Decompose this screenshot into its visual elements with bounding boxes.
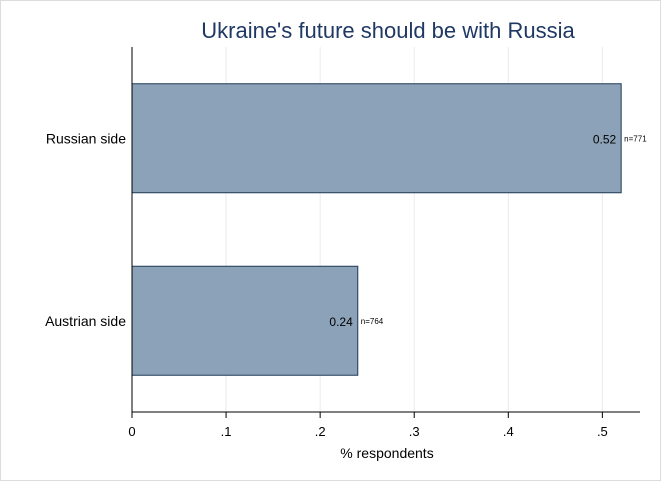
value-label-0: 0.52 xyxy=(593,132,617,146)
chart-title: Ukraine's future should be with Russia xyxy=(201,18,575,43)
x-tick-label-5: .5 xyxy=(597,424,608,439)
category-label-1: Austrian side xyxy=(45,313,126,329)
x-tick-label-1: .1 xyxy=(221,424,232,439)
axes: Russian side Austrian side 0 .1 .2 .3 .4 .5 xyxy=(45,47,640,439)
category-label-0: Russian side xyxy=(46,130,126,146)
bar-0 xyxy=(131,83,622,194)
x-axis-title: % respondents xyxy=(340,445,433,461)
n-label-1: n=764 xyxy=(361,317,384,326)
value-label-1: 0.24 xyxy=(329,315,353,329)
bar-1 xyxy=(131,265,359,376)
x-tick-label-2: .2 xyxy=(315,424,326,439)
x-tick-label-0: 0 xyxy=(128,424,135,439)
x-tick-label-3: .3 xyxy=(409,424,420,439)
bars: 0.52 n=771 0.24 n=764 xyxy=(131,83,647,376)
n-label-0: n=771 xyxy=(624,134,647,143)
x-tick-label-4: .4 xyxy=(503,424,514,439)
